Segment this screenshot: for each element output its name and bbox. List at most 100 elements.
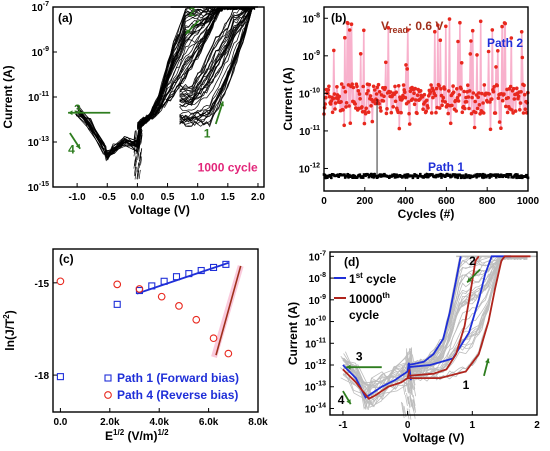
panel-b-path2-point: [428, 90, 433, 94]
panel-b-path2-point: [393, 99, 398, 104]
panel-b-path2-point: [478, 19, 483, 24]
panel-b-path2-point: [500, 24, 504, 29]
panel-b-path2-point: [408, 89, 413, 94]
panel-b-path2-point: [383, 85, 388, 90]
panel-b-path2-point: [512, 97, 517, 101]
panel-b-path1-point: [395, 173, 398, 177]
panel-b-path2-point: [348, 121, 353, 125]
panel-b-path1-point: [379, 173, 382, 176]
panel-a-reset-curve: [179, 6, 255, 126]
panel-d-ytick-label: 10-14: [305, 402, 326, 415]
panel-b-path2-point: [347, 28, 352, 32]
panel-b-path2-point: [460, 110, 465, 115]
panel-b-path2-point: [358, 97, 362, 101]
panel-b-path2-point: [326, 88, 331, 92]
panel-b-path2-point: [355, 84, 359, 89]
panel-a-noise: [133, 143, 136, 153]
panel-d-arrow-1-head: [485, 358, 490, 364]
panel-a-noise: [139, 136, 142, 146]
panel-b-path2-point: [410, 97, 415, 101]
panel-b-path2-point: [362, 28, 366, 33]
panel-b-path2-point: [474, 110, 478, 115]
panel-a-reset-curve: [179, 6, 256, 93]
panel-a-noise: [140, 156, 143, 166]
panel-b-path2-point: [373, 101, 378, 106]
panel-b-path1-point: [485, 175, 488, 179]
panel-b-path1-point: [352, 174, 355, 177]
panel-b-path1-point: [444, 175, 447, 178]
panel-b-path2-point: [378, 106, 383, 110]
panel-d-xtick-label: 2: [534, 420, 540, 431]
panel-b-path1-point: [413, 173, 416, 176]
panel-d-noise: [404, 356, 408, 368]
panel-b-path1-point: [481, 176, 484, 179]
panel-b-path1-point: [438, 174, 442, 177]
panel-d-noise: [407, 380, 411, 392]
panel-a-noise: [136, 152, 138, 162]
panel-b-path2-point: [360, 105, 364, 109]
panel-b-path2-point: [329, 99, 334, 103]
panel-a-annotation: 2: [189, 5, 196, 19]
panel-c-path1-point: [113, 300, 121, 308]
panel-d-ytick-label: 10-8: [309, 272, 326, 285]
panel-b-xtick-label: 400: [397, 196, 414, 207]
panel-b-path2-point: [406, 100, 411, 104]
panel-a-noise: [133, 133, 136, 144]
panel-b-path2-point: [366, 110, 371, 114]
panel-b-path2-point: [396, 84, 401, 88]
panel-b-path2-point: [441, 95, 446, 100]
panel-b-path2-point: [453, 98, 458, 103]
panel-b-path1-point: [411, 176, 415, 180]
panel-b-path2-point: [488, 100, 492, 104]
panel-b-path1-point: [456, 176, 460, 179]
panel-c-ylabel: ln(J/T2): [2, 310, 17, 350]
panel-b-path2-point: [382, 94, 386, 99]
panel-d-series-1st-negative: [342, 362, 412, 399]
panel-d-noise: [403, 381, 407, 393]
panel-a-arrow-2-head: [185, 29, 191, 34]
panel-b-path2-point: [475, 53, 479, 57]
panel-a-noise: [137, 143, 140, 153]
panel-a-noise: [135, 130, 138, 140]
panel-b-path2-point: [490, 28, 495, 32]
panel-b-path2-point: [464, 100, 469, 104]
panel-b-path2-point: [477, 91, 481, 95]
panel-b-path2-point: [451, 84, 455, 88]
panel-b-path2-point: [433, 93, 438, 98]
panel-b-path2-point: [446, 111, 451, 116]
panel-b-path1-point: [415, 174, 419, 178]
panel-b-path1-label: Path 1: [428, 160, 464, 174]
panel-b-path1-point: [475, 175, 478, 179]
panel-b-path2-point: [476, 95, 481, 99]
panel-d-ytick-label: 10-11: [305, 337, 326, 350]
panel-d-cycle-curve: [407, 255, 528, 373]
panel-b-path2-point: [414, 98, 418, 102]
panel-b-path2-point: [458, 20, 462, 25]
panel-a-noise: [136, 144, 139, 155]
panel-b-path2-point: [469, 111, 474, 116]
panel-b-path2-point: [500, 98, 505, 103]
panel-b-path2-point: [429, 83, 433, 87]
panel-b-path2-point: [505, 110, 510, 115]
panel-b-path2-point: [431, 88, 436, 93]
panel-a-ytick-label: 10-9: [32, 46, 49, 59]
panel-b-path2-point: [429, 111, 434, 115]
panel-b-path2-point: [332, 92, 337, 96]
panel-b-path1-point: [412, 174, 416, 178]
panel-b-path2-point: [519, 90, 523, 94]
panel-b-path2-point: [496, 96, 501, 100]
panel-b-path2-point: [332, 48, 336, 53]
panel-d-annotation: 1: [463, 378, 470, 392]
panel-d-noise: [412, 394, 416, 406]
panel-b-path2-point: [341, 108, 345, 112]
panel-b-path1-point: [406, 173, 410, 176]
panel-b-frame: [323, 6, 529, 192]
panel-b-path1-point: [506, 173, 509, 176]
panel-a-negative-curve: [77, 107, 140, 152]
panel-d-legend-1st: 1st cycle: [349, 271, 397, 286]
panel-b-path1-point: [351, 176, 354, 179]
panel-b-path2-point: [397, 126, 402, 131]
panel-b-path1-point: [371, 173, 375, 176]
panel-b-path1-point: [495, 174, 499, 178]
panel-a-noise: [134, 170, 137, 180]
